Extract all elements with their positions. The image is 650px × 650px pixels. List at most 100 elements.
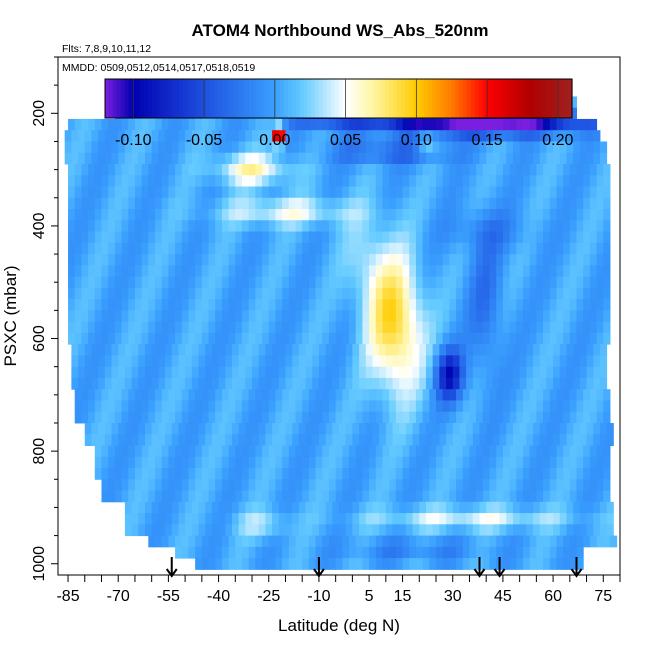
heatmap-cell — [536, 411, 544, 424]
heatmap-cell — [382, 276, 390, 289]
x-tick-label: 30 — [444, 588, 462, 605]
heatmap-cell — [482, 287, 491, 300]
heatmap-cell — [302, 411, 310, 424]
heatmap-cell — [315, 242, 323, 255]
heatmap-cell — [549, 389, 557, 401]
heatmap-cell — [569, 479, 578, 492]
heatmap-cell — [469, 163, 477, 176]
colorbar-segment — [439, 79, 445, 118]
heatmap-cell — [221, 456, 230, 469]
heatmap-cell — [506, 434, 514, 446]
heatmap-cell — [175, 197, 183, 210]
heatmap-cell — [496, 163, 504, 176]
heatmap-cell — [208, 558, 216, 570]
heatmap-cell — [275, 197, 283, 210]
heatmap-cell — [499, 501, 507, 514]
heatmap-cell — [188, 242, 196, 255]
colorbar-segment — [365, 79, 371, 118]
heatmap-cell — [576, 400, 584, 413]
heatmap-cell — [422, 310, 430, 323]
heatmap-cell — [81, 411, 89, 424]
heatmap-cell — [546, 513, 554, 525]
heatmap-cell — [372, 377, 380, 390]
heatmap-cell — [282, 118, 290, 131]
heatmap-cell — [218, 344, 226, 356]
heatmap-cell — [543, 287, 551, 300]
heatmap-cell — [275, 231, 283, 244]
heatmap-cell — [101, 445, 109, 458]
heatmap-cell — [211, 524, 220, 537]
heatmap-cell — [372, 344, 380, 356]
heatmap-cell — [492, 524, 501, 537]
colorbar-segment — [381, 79, 386, 118]
heatmap-cell — [536, 276, 544, 289]
heatmap-cell — [579, 434, 588, 446]
heatmap-cell — [389, 231, 397, 244]
heatmap-cell — [298, 501, 307, 514]
heatmap-cell — [101, 197, 109, 210]
heatmap-cell — [238, 501, 246, 514]
heatmap-cell — [292, 355, 300, 368]
colorbar-segment — [182, 79, 188, 118]
heatmap-cell — [148, 265, 156, 278]
heatmap-cell — [422, 535, 430, 548]
heatmap-cell — [288, 276, 297, 289]
heatmap-cell — [308, 490, 317, 503]
heatmap-cell — [359, 344, 367, 356]
heatmap-cell — [349, 231, 357, 244]
heatmap-cell — [479, 434, 487, 446]
heatmap-cell — [278, 422, 286, 435]
heatmap-cell — [556, 332, 564, 345]
heatmap-cell — [516, 265, 524, 278]
heatmap-cell — [529, 175, 537, 187]
heatmap-cell — [155, 220, 163, 233]
heatmap-cell — [221, 389, 230, 401]
heatmap-cell — [389, 254, 397, 266]
heatmap-cell — [141, 209, 149, 221]
heatmap-cell — [563, 254, 571, 266]
heatmap-cell — [596, 445, 604, 458]
heatmap-cell — [355, 456, 363, 469]
heatmap-cell — [275, 254, 283, 266]
heatmap-cell — [255, 118, 263, 131]
heatmap-cell — [442, 332, 450, 345]
heatmap-cell — [359, 501, 367, 514]
heatmap-cell — [121, 468, 129, 480]
heatmap-cell — [405, 366, 414, 379]
heatmap-cell — [245, 152, 253, 165]
heatmap-cell — [262, 220, 270, 233]
heatmap-cell — [449, 209, 457, 221]
colorbar-segment — [521, 79, 526, 118]
heatmap-cell — [268, 299, 276, 311]
heatmap-cell — [362, 400, 370, 413]
heatmap-cell — [165, 130, 173, 142]
heatmap-cell — [312, 434, 320, 446]
heatmap-cell — [81, 254, 89, 266]
heatmap-cell — [476, 175, 484, 187]
heatmap-cell — [389, 321, 397, 334]
heatmap-cell — [322, 546, 330, 559]
heatmap-cell — [228, 197, 236, 210]
heatmap-cell — [255, 254, 263, 266]
heatmap-cell — [342, 265, 350, 278]
heatmap-cell — [225, 141, 233, 154]
heatmap-cell — [395, 389, 404, 401]
colorbar-segment — [260, 79, 266, 118]
heatmap-cell — [188, 118, 196, 131]
heatmap-cell — [395, 490, 404, 503]
heatmap-cell — [148, 310, 156, 323]
heatmap-cell — [235, 265, 243, 278]
heatmap-cell — [181, 265, 189, 278]
heatmap-cell — [596, 242, 604, 255]
heatmap-cell — [339, 377, 347, 390]
heatmap-cell — [235, 231, 243, 244]
heatmap-cell — [282, 197, 290, 210]
heatmap-cell — [225, 377, 233, 390]
heatmap-cell — [168, 118, 176, 131]
heatmap-cell — [188, 231, 196, 244]
heatmap-cell — [382, 197, 390, 210]
heatmap-cell — [138, 377, 146, 390]
heatmap-cell — [141, 265, 149, 278]
heatmap-cell — [566, 434, 574, 446]
heatmap-cell — [409, 299, 417, 311]
